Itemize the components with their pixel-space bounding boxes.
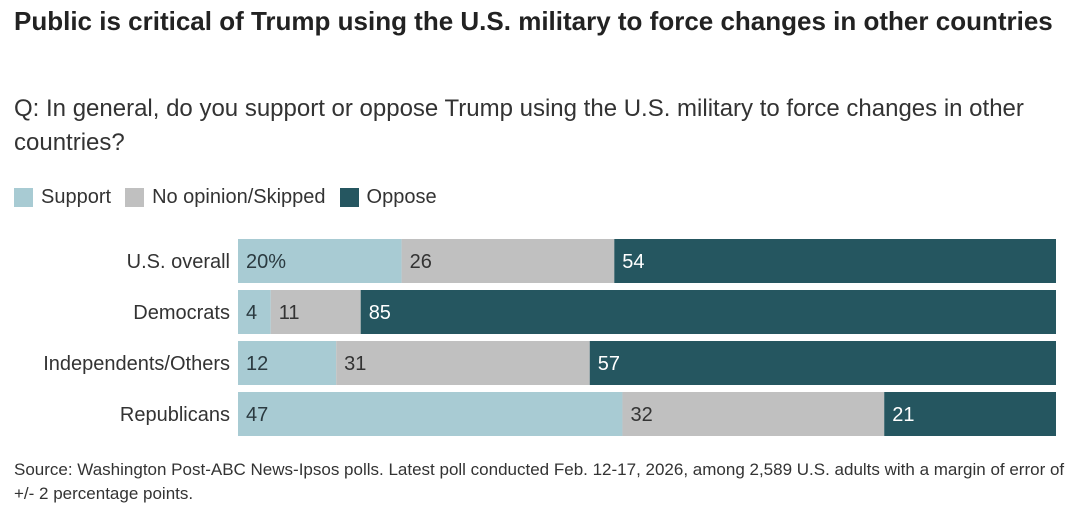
category-label: Republicans <box>120 404 230 426</box>
bar-segment-no-opinion-skipped <box>401 239 615 283</box>
legend-label-no-opinion: No opinion/Skipped <box>152 186 326 208</box>
stacked-bar-chart: U.S. overall 20% 26 54 Democrats 4 11 85 Indepen… <box>43 239 1056 436</box>
data-label-no-opinion-skipped: 11 <box>279 302 300 324</box>
bar-row-u-s-overall: U.S. overall 20% 26 54 <box>127 239 1056 283</box>
bar-row-democrats: Democrats 4 11 85 <box>133 290 1056 334</box>
bar-segment-support <box>238 290 271 334</box>
legend-swatch-no-opinion <box>125 188 145 207</box>
legend-label-oppose: Oppose <box>366 186 437 208</box>
data-label-support: 12 <box>246 353 268 375</box>
legend-swatch-oppose <box>339 188 359 207</box>
legend-swatch-support <box>14 188 33 207</box>
legend-item-no-opinion: No opinion/Skipped <box>125 186 326 209</box>
data-label-support: 4 <box>246 302 257 324</box>
data-label-support: 20% <box>246 251 286 273</box>
bar-segment-oppose <box>360 290 1056 334</box>
bar-row-independents-others: Independents/Others 12 31 57 <box>43 341 1056 385</box>
legend-label-support: Support <box>41 186 112 208</box>
source-note: Source: Washington Post-ABC News-Ipsos p… <box>14 460 1065 503</box>
data-label-no-opinion-skipped: 32 <box>630 404 652 426</box>
bar-segment-no-opinion-skipped <box>270 290 361 334</box>
bar-row-republicans: Republicans 47 32 21 <box>120 392 1056 436</box>
bar-segment-support <box>238 341 337 385</box>
data-label-oppose: 57 <box>598 353 620 375</box>
legend: Support No opinion/Skipped Oppose <box>14 186 451 209</box>
bar-segment-support <box>238 239 402 283</box>
category-label: Independents/Others <box>43 353 230 375</box>
data-label-oppose: 85 <box>369 302 391 324</box>
data-label-support: 47 <box>246 404 268 426</box>
bar-segment-no-opinion-skipped <box>622 392 885 436</box>
data-label-no-opinion-skipped: 31 <box>344 353 366 375</box>
bar-segment-oppose <box>589 341 1056 385</box>
category-label: Democrats <box>133 302 230 324</box>
chart-subtitle: Q: In general, do you support or oppose … <box>14 95 1024 156</box>
legend-item-support: Support <box>14 186 111 209</box>
data-label-oppose: 21 <box>892 404 914 426</box>
bar-segment-oppose <box>614 239 1056 283</box>
chart-title: Public is critical of Trump using the U.… <box>14 6 1053 36</box>
category-label: U.S. overall <box>127 251 230 273</box>
data-label-oppose: 54 <box>622 251 644 273</box>
bar-segment-oppose <box>884 392 1056 436</box>
bar-segment-no-opinion-skipped <box>336 341 590 385</box>
bar-segment-support <box>238 392 623 436</box>
data-label-no-opinion-skipped: 26 <box>410 251 432 273</box>
legend-item-oppose: Oppose <box>339 186 437 209</box>
